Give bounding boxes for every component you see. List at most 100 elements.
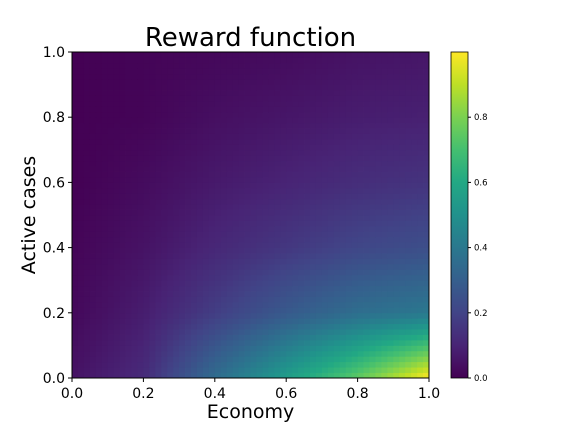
heatmap-cell	[83, 274, 91, 281]
heatmap-cell	[77, 291, 85, 297]
heatmap-cell	[411, 182, 418, 189]
heatmap-cell	[119, 269, 126, 276]
heatmap-cell	[387, 144, 394, 151]
heatmap-cell	[179, 171, 186, 178]
heatmap-cell	[196, 166, 204, 172]
heatmap-cell	[286, 367, 293, 373]
heatmap-cell	[244, 215, 251, 221]
heatmap-cell	[137, 176, 144, 183]
heatmap-cell	[321, 220, 329, 227]
heatmap-cell	[101, 187, 109, 194]
heatmap-cell	[89, 242, 97, 248]
heatmap-cell	[101, 106, 109, 113]
heatmap-cell	[143, 258, 150, 265]
heatmap-cell	[357, 144, 364, 151]
heatmap-cell	[417, 307, 424, 314]
heatmap-cell	[327, 339, 335, 346]
heatmap-cell	[125, 176, 132, 183]
heatmap-cell	[327, 149, 335, 156]
heatmap-cell	[196, 350, 204, 357]
heatmap-cell	[339, 62, 347, 69]
heatmap-cell	[393, 350, 400, 357]
heatmap-cell	[202, 269, 210, 276]
heatmap-cell	[339, 122, 347, 129]
heatmap-cell	[191, 182, 198, 189]
heatmap-cell	[339, 231, 347, 238]
heatmap-cell	[244, 68, 251, 75]
heatmap-cell	[345, 128, 353, 134]
heatmap-cell	[333, 350, 341, 357]
heatmap-cell	[268, 111, 275, 118]
heatmap-cell	[268, 57, 275, 64]
heatmap-cell	[161, 73, 168, 80]
heatmap-cell	[357, 372, 364, 379]
heatmap-cell	[357, 198, 364, 205]
heatmap-cell	[417, 95, 424, 102]
heatmap-cell	[381, 323, 388, 330]
heatmap-cell	[357, 95, 364, 102]
heatmap-cell	[298, 356, 305, 363]
heatmap-cell	[417, 361, 424, 368]
heatmap-cell	[185, 318, 192, 325]
heatmap-cell	[72, 231, 79, 238]
heatmap-cell	[72, 285, 79, 292]
heatmap-cell	[280, 62, 287, 69]
heatmap-cell	[89, 79, 97, 85]
heatmap-cell	[107, 231, 115, 238]
heatmap-cell	[274, 291, 281, 297]
heatmap-cell	[155, 291, 162, 297]
heatmap-cell	[143, 280, 150, 287]
heatmap-cell	[256, 128, 263, 134]
heatmap-cell	[250, 334, 257, 341]
heatmap-cell	[119, 334, 126, 341]
heatmap-cell	[137, 100, 144, 107]
heatmap-cell	[149, 84, 156, 91]
heatmap-cell	[315, 187, 323, 194]
heatmap-cell	[250, 176, 257, 183]
heatmap-cell	[393, 372, 400, 379]
heatmap-cell	[220, 84, 228, 91]
heatmap-cell	[173, 367, 180, 373]
heatmap-cell	[399, 361, 406, 368]
heatmap-cell	[363, 73, 370, 80]
heatmap-cell	[399, 296, 406, 303]
heatmap-cell	[292, 285, 299, 292]
heatmap-cell	[393, 334, 400, 341]
heatmap-cell	[351, 356, 358, 363]
heatmap-cell	[417, 345, 424, 352]
heatmap-cell	[327, 312, 335, 319]
heatmap-cell	[137, 274, 144, 281]
heatmap-cell	[107, 285, 115, 292]
heatmap-cell	[95, 90, 103, 96]
heatmap-cell	[214, 73, 222, 80]
heatmap-cell	[167, 236, 174, 243]
heatmap-cell	[405, 263, 412, 270]
heatmap-cell	[381, 247, 388, 254]
heatmap-cell	[83, 84, 91, 91]
heatmap-cell	[315, 84, 323, 91]
heatmap-cell	[339, 236, 347, 243]
heatmap-cell	[113, 90, 120, 96]
heatmap-cell	[286, 52, 293, 58]
heatmap-cell	[220, 198, 228, 205]
heatmap-cell	[125, 138, 132, 145]
heatmap-cell	[268, 334, 275, 341]
heatmap-cell	[119, 128, 126, 134]
heatmap-cell	[381, 253, 388, 259]
heatmap-cell	[137, 231, 144, 238]
heatmap-cell	[72, 193, 79, 200]
heatmap-cell	[131, 258, 138, 265]
heatmap-cell	[83, 79, 91, 85]
heatmap-cell	[280, 242, 287, 248]
heatmap-cell	[202, 242, 210, 248]
heatmap-cell	[381, 90, 388, 96]
heatmap-cell	[214, 291, 222, 297]
heatmap-cell	[149, 323, 156, 330]
heatmap-cell	[351, 345, 358, 352]
heatmap-cell	[244, 312, 251, 319]
heatmap-cell	[137, 269, 144, 276]
heatmap-cell	[202, 296, 210, 303]
heatmap-cell	[280, 291, 287, 297]
heatmap-cell	[333, 182, 341, 189]
heatmap-cell	[208, 307, 216, 314]
